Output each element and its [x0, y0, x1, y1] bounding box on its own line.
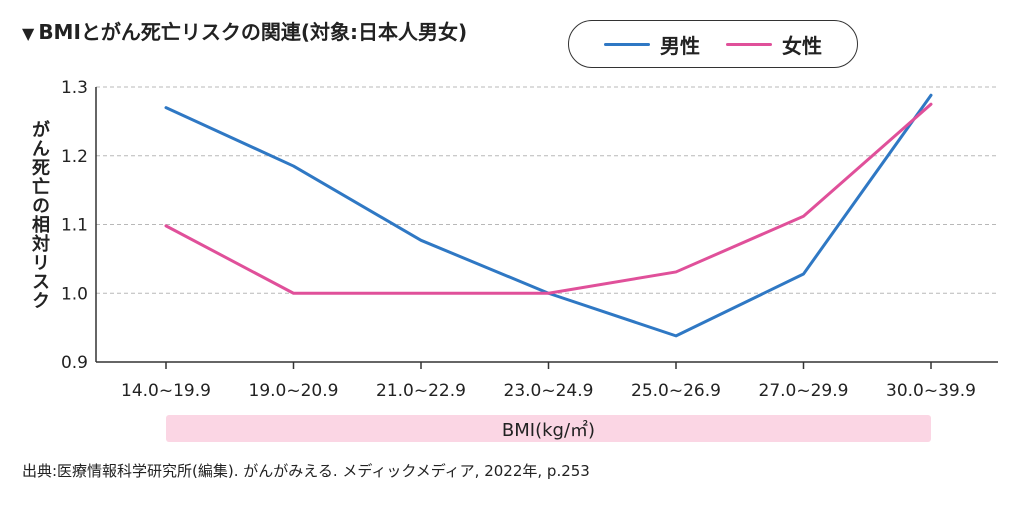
- legend-label-female: 女性: [782, 33, 822, 58]
- y-tick-label: 1.2: [61, 147, 88, 167]
- y-tick-label: 1.1: [61, 216, 88, 236]
- legend-swatch-male: [604, 42, 650, 46]
- source-citation: 出典:医療情報科学研究所(編集). がんがみえる. メディックメディア, 202…: [22, 462, 590, 480]
- y-tick-label: 1.3: [61, 78, 88, 98]
- triangle-down-icon: ▼: [22, 24, 35, 43]
- x-axis-label-band: [166, 415, 931, 442]
- x-axis-label: BMI(kg/㎡): [502, 419, 595, 441]
- series-line-female: [164, 102, 933, 295]
- x-tick-label: 14.0~19.9: [121, 381, 211, 401]
- series-line-male: [164, 93, 933, 338]
- y-tick-label: 0.9: [61, 353, 88, 373]
- x-tick-label: 21.0~22.9: [376, 381, 466, 401]
- y-tick-label: 1.0: [61, 284, 88, 304]
- x-tick-label: 23.0~24.9: [504, 381, 594, 401]
- legend: 男性 女性: [568, 20, 858, 68]
- legend-item-female: 女性: [726, 30, 822, 59]
- legend-label-male: 男性: [660, 33, 700, 58]
- x-tick-label: 27.0~29.9: [759, 381, 849, 401]
- chart-title: ▼ BMIとがん死亡リスクの関連(対象:日本人男女): [22, 16, 467, 45]
- chart-title-text: BMIとがん死亡リスクの関連(対象:日本人男女): [38, 20, 468, 44]
- y-axis-label: がん死亡の相対リスク: [29, 120, 50, 310]
- legend-item-male: 男性: [604, 30, 700, 59]
- x-tick-label: 19.0~20.9: [249, 381, 339, 401]
- x-tick-label: 30.0~39.9: [886, 381, 976, 401]
- x-tick-label: 25.0~26.9: [631, 381, 721, 401]
- legend-swatch-female: [726, 42, 772, 46]
